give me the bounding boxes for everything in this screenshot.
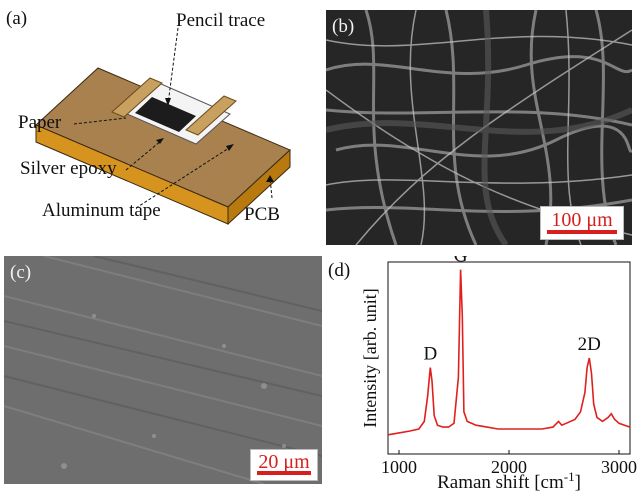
sem-image-c: (c) 20 μm <box>4 256 322 484</box>
sem-image-b: (b) 100 μm <box>326 10 632 245</box>
x-tick-label: 1000 <box>381 457 417 477</box>
callout-silver-epoxy: Silver epoxy <box>20 158 117 179</box>
panel-d-label: (d) <box>328 260 351 281</box>
panel-a-label: (a) <box>6 8 28 29</box>
panel-a: (a) Pencil trace Paper Silver epoxy Alum… <box>0 0 318 240</box>
surface-texture <box>4 256 322 484</box>
panel-c-label: (c) <box>10 262 32 283</box>
device-schematic <box>35 27 291 226</box>
panel-d: (d) 1000 2000 3000 Raman shift [cm-1] Intens… <box>326 256 637 492</box>
scale-bar-b: 100 μm <box>540 206 624 240</box>
peak-label: G <box>454 256 468 267</box>
y-axis-label: Intensity [arb. unit] <box>360 288 380 427</box>
callout-pencil-trace: Pencil trace <box>176 10 266 31</box>
raman-chart: 1000 2000 3000 Raman shift [cm-1] Intensity … <box>360 256 637 492</box>
raman-spectrum-line <box>387 269 631 436</box>
scale-bar-c: 20 μm <box>250 449 318 481</box>
silver-epoxy-right <box>185 95 237 136</box>
callout-paper: Paper <box>18 112 62 133</box>
scale-bar-c-label: 20 μm <box>258 451 310 473</box>
scale-bar-b-label: 100 μm <box>551 209 613 231</box>
peak-label: D <box>423 344 437 365</box>
peak-label: 2D <box>578 334 601 355</box>
scale-bar-c-line <box>257 471 311 475</box>
callout-aluminum-tape: Aluminum tape <box>42 200 161 221</box>
pencil-trace-stripe <box>135 97 196 132</box>
x-axis-label: Raman shift [cm-1] <box>437 469 581 492</box>
scale-bar-b-line <box>547 230 617 234</box>
panel-b-label: (b) <box>332 16 355 37</box>
x-tick-label: 2000 <box>491 457 527 477</box>
silver-epoxy-left <box>111 77 163 118</box>
pcb-side-face <box>227 148 291 226</box>
x-tick-label: 3000 <box>601 457 637 477</box>
callout-pcb: PCB <box>244 204 280 225</box>
